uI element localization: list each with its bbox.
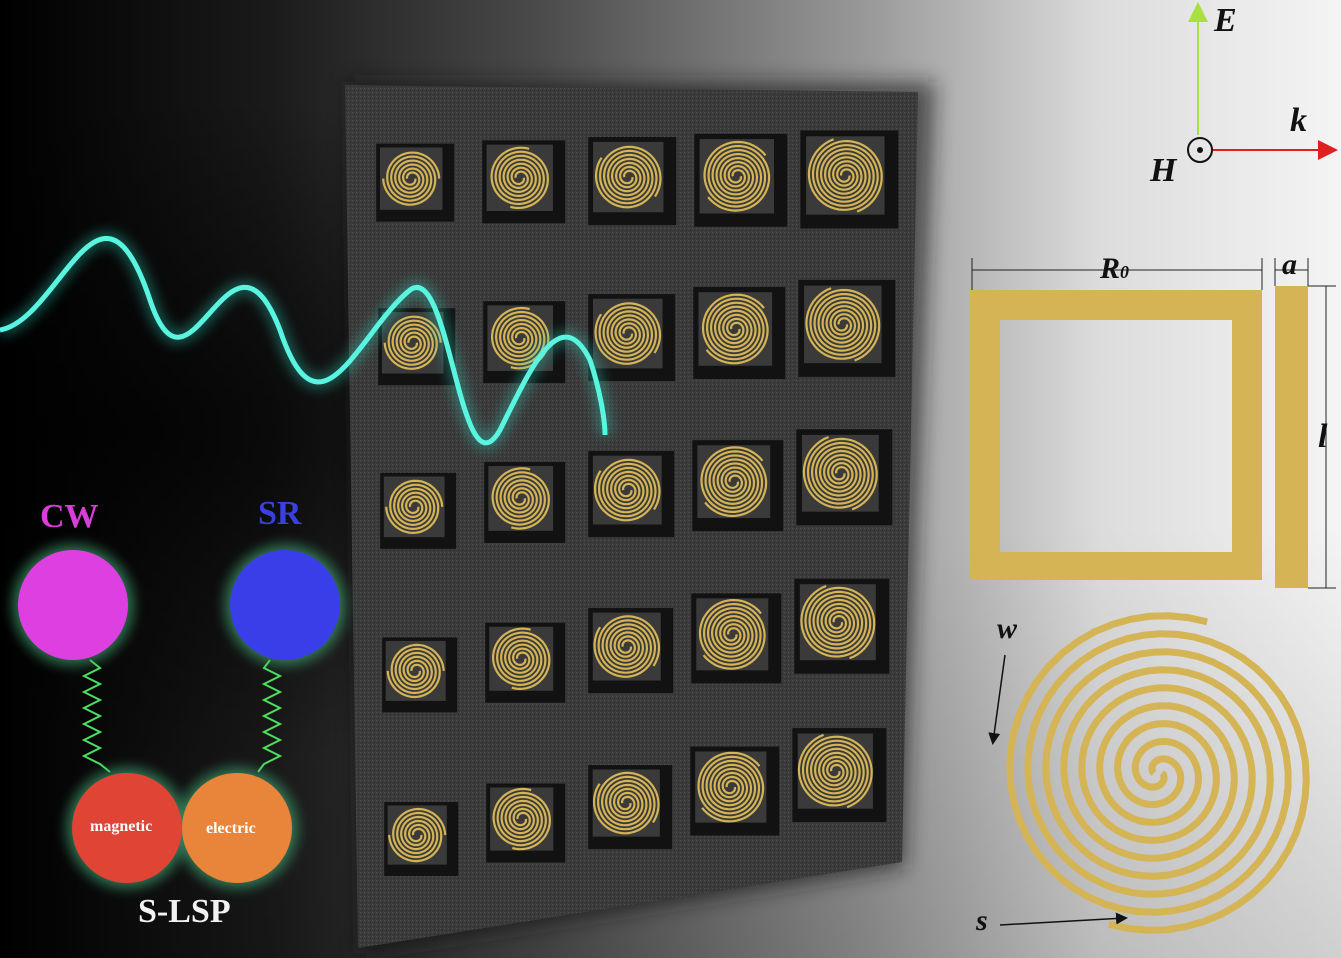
cw-sphere: [18, 550, 128, 660]
unit-cell: [692, 440, 784, 532]
unit-cell: [376, 143, 455, 222]
spiral-element: [800, 584, 876, 660]
unit-cell: [588, 137, 677, 226]
unit-cell: [588, 294, 676, 382]
spiral-element: [491, 306, 550, 370]
cw-label: CW: [40, 498, 99, 535]
unit-cell: [482, 140, 566, 224]
slsp-label: S-LSP: [138, 893, 231, 930]
unit-cell: [798, 279, 896, 377]
unit-cell: [690, 746, 780, 836]
spiral-element: [383, 315, 442, 370]
w-arrow: [988, 654, 1006, 745]
spiral-arm: [1006, 612, 1310, 934]
spiral-element: [703, 140, 771, 212]
unit-cell-grid: [376, 130, 899, 877]
magnetic-label: magnetic: [90, 818, 153, 835]
k-label: k: [1290, 102, 1307, 139]
unit-cell: [380, 472, 457, 549]
cw-spring: [81, 659, 111, 773]
unit-cell: [694, 133, 788, 227]
w-label: w: [997, 612, 1018, 645]
a-label: a: [1282, 248, 1297, 281]
spiral-element: [698, 598, 766, 670]
unit-cell: [484, 461, 566, 543]
spiral-element: [388, 807, 447, 863]
spiral-element: [594, 302, 662, 365]
unit-cell: [794, 578, 890, 674]
sr-sphere: [230, 550, 340, 660]
unit-cell: [691, 593, 782, 684]
unit-cell: [800, 130, 899, 229]
sr-spring: [257, 659, 283, 773]
ring-side-view: [1275, 286, 1308, 588]
s-arrow: [999, 912, 1128, 926]
electric-sphere: [182, 773, 292, 883]
unit-cell: [382, 637, 458, 713]
unit-cell: [588, 765, 673, 850]
spiral-element: [802, 436, 878, 511]
unit-cell: [792, 728, 887, 823]
spiral-element: [382, 151, 441, 206]
r0-label: R0: [1100, 252, 1130, 285]
spiral-element: [805, 287, 881, 362]
spiral-element: [797, 733, 873, 809]
e-label: E: [1214, 2, 1237, 39]
unit-cell: [796, 429, 893, 526]
spiral-element: [697, 751, 765, 823]
unit-cell: [384, 802, 459, 877]
spiral-element: [594, 458, 661, 522]
spiral-element: [701, 293, 769, 365]
magnetic-sphere: [72, 773, 182, 883]
l-label: l: [1318, 418, 1328, 455]
unit-cell: [693, 286, 786, 379]
spiral-element: [593, 615, 661, 678]
spiral-element: [700, 446, 768, 518]
spiral-resonator: [1006, 612, 1310, 934]
spiral-element: [595, 145, 662, 209]
unit-cell: [486, 783, 566, 863]
spiral-element: [385, 479, 444, 535]
spiral-element: [492, 627, 551, 691]
s-label: s: [976, 904, 988, 937]
unit-cell: [588, 608, 674, 694]
spiral-element: [492, 787, 551, 851]
spiral-element: [386, 643, 445, 699]
electric-label: electric: [206, 820, 256, 837]
spiral-element: [491, 467, 550, 530]
spiral-element: [807, 138, 883, 213]
h-field-out-icon: [1187, 137, 1213, 163]
spiral-element: [593, 771, 660, 835]
unit-cell: [588, 451, 675, 538]
h-label: H: [1150, 152, 1177, 189]
square-ring: [970, 290, 1262, 580]
spiral-element: [490, 146, 549, 210]
unit-cell: [485, 622, 566, 703]
sr-label: SR: [258, 495, 302, 532]
